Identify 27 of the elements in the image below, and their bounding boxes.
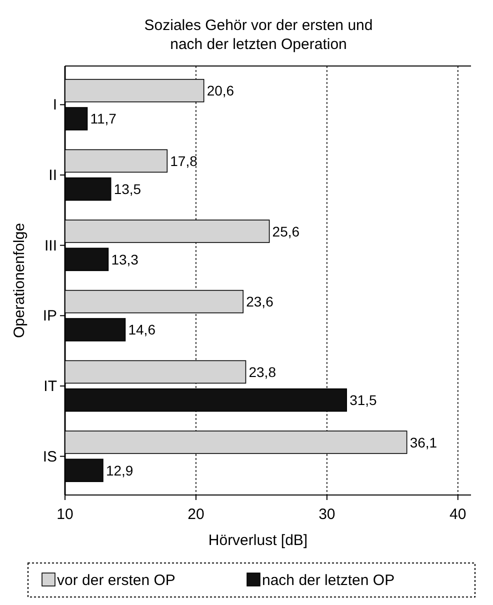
data-label: 23,6 (246, 294, 274, 310)
x-tick-label: 40 (450, 506, 466, 523)
data-label: 13,5 (114, 181, 142, 198)
chart-title: Soziales Gehör vor der ersten und nach der letzten Operation (144, 17, 373, 53)
y-tick-label: III (44, 237, 57, 254)
data-label: 14,6 (128, 322, 156, 338)
y-tick-label: IS (42, 448, 57, 466)
data-label: 23,8 (248, 364, 276, 380)
x-axis-title: Hörverlust [dB] (208, 532, 308, 549)
data-label: 25,6 (272, 223, 300, 240)
legend-label: nach der letzten OP (262, 572, 395, 589)
data-label: 12,9 (106, 462, 134, 478)
x-tick-label: 30 (318, 506, 336, 523)
y-tick-label: IT (44, 378, 57, 395)
data-label: 13,3 (111, 251, 139, 268)
y-tick-label: II (48, 167, 57, 184)
data-label: 20,6 (206, 82, 234, 99)
y-tick-label: I (52, 96, 57, 114)
y-axis-title: Operationenfolge (11, 222, 28, 338)
x-tick-label: 20 (188, 506, 204, 523)
data-label: 31,5 (350, 392, 378, 408)
y-tick-label: IP (42, 308, 57, 325)
data-label: 11,7 (90, 110, 117, 127)
data-label: 36,1 (410, 434, 438, 450)
data-label: 17,8 (170, 152, 198, 169)
legend-label: vor der ersten OP (57, 572, 176, 589)
x-tick-label: 10 (56, 506, 74, 523)
